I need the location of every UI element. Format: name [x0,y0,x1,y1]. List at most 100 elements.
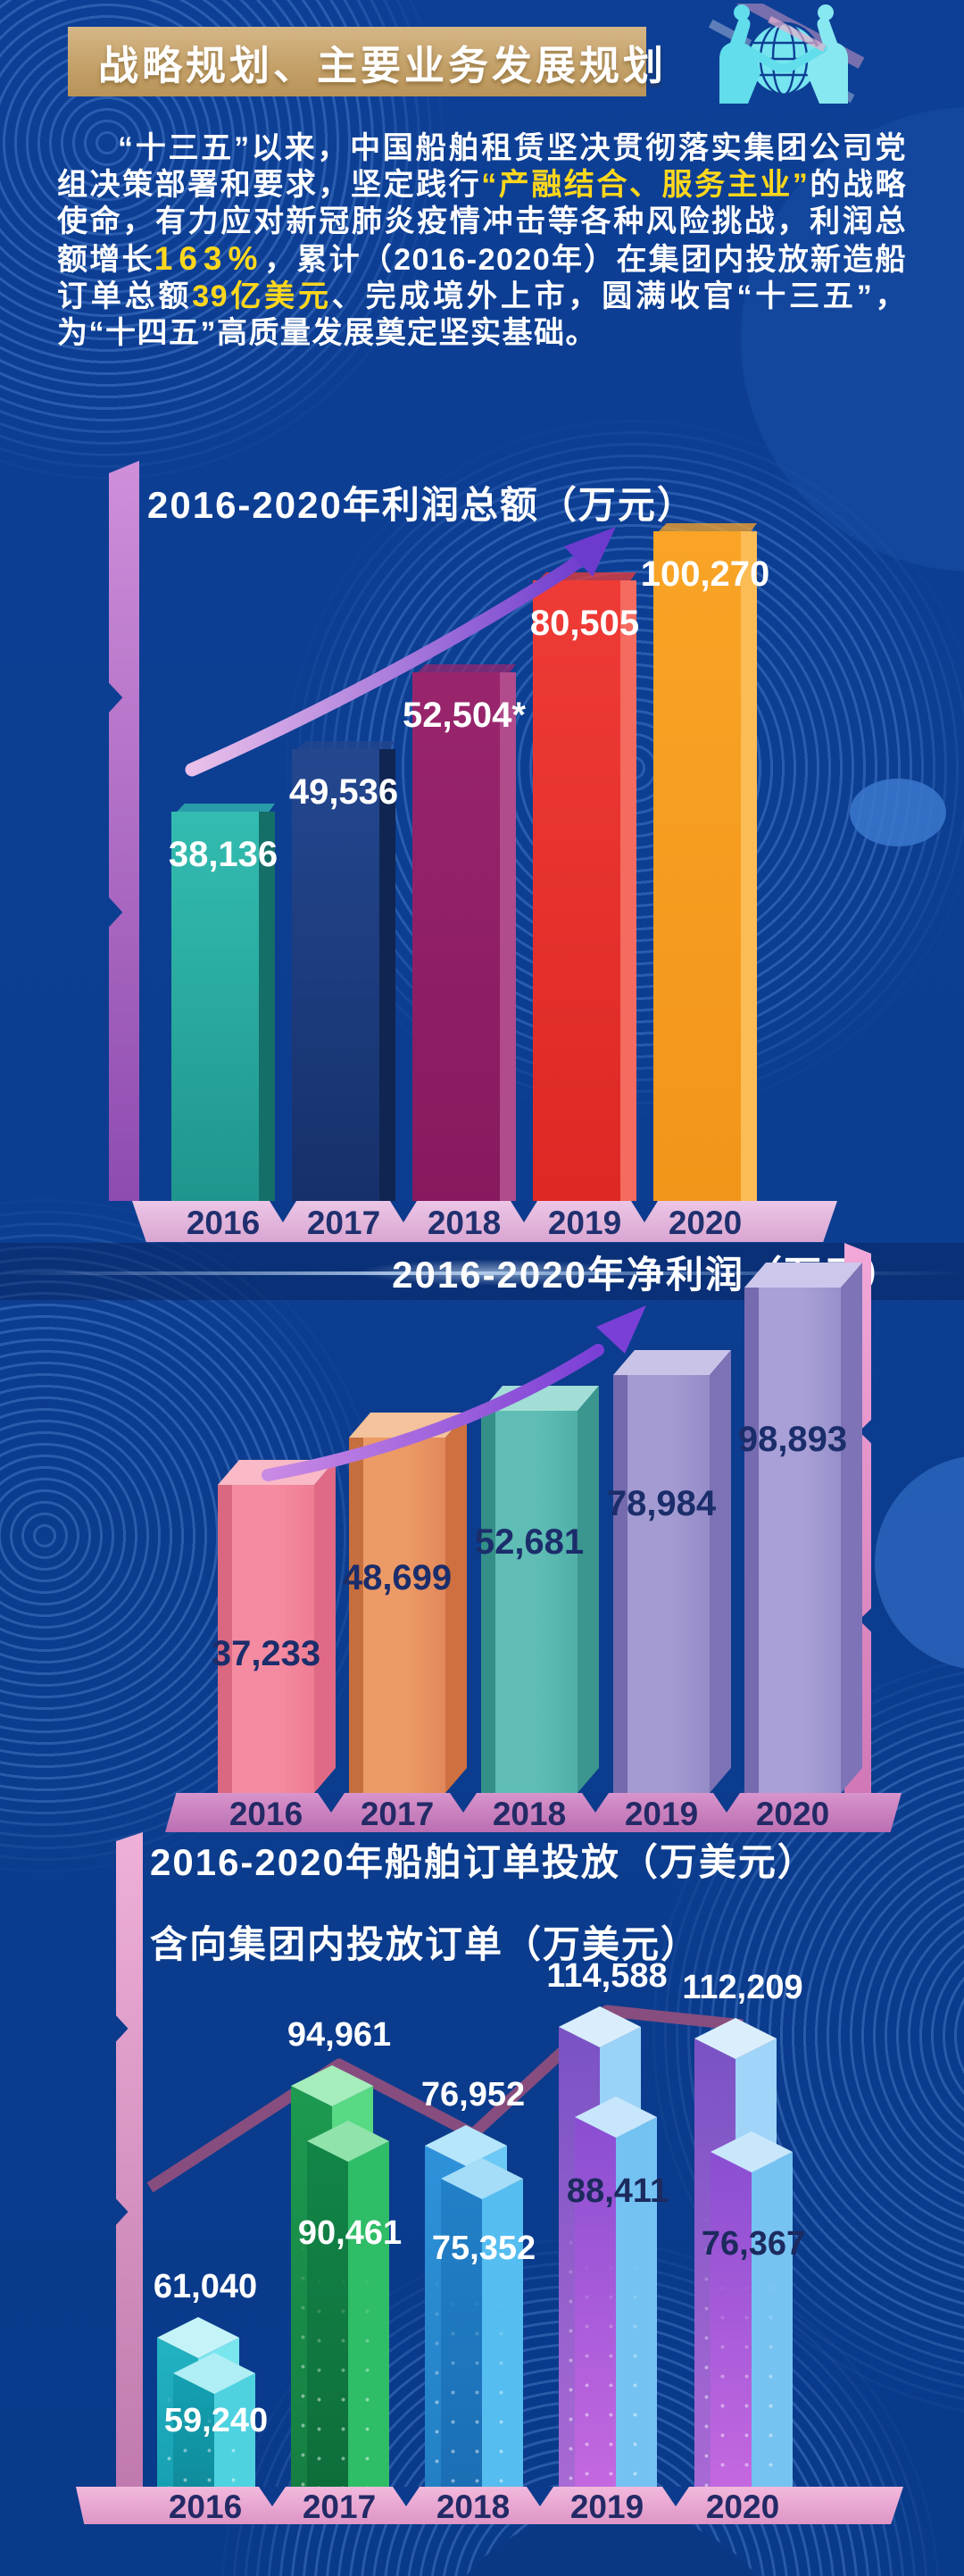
axis-notch [259,2487,286,2506]
bar-face [412,672,500,1201]
axis-notch [527,2487,553,2506]
front-bar-value-label: 59,240 [163,2402,269,2439]
chart1-title: 2016-2020年利润总额（万元） [147,484,696,526]
bar-side-face [741,531,757,1201]
bar-face [171,812,259,1201]
bar-top-face [418,664,516,672]
year-label-2017: 2017 [360,1796,435,1832]
light-flare-glow [357,1259,625,1286]
front-bar-2016 [173,2353,255,2487]
front-bar-value-label: 75,352 [431,2230,536,2267]
page-title: 战略规划、主要业务发展规划 [98,42,668,88]
column-right-face [214,2373,255,2487]
bar-value-label: 52,681 [474,1522,585,1562]
bar-face [481,1411,578,1793]
chart3-title-line2: 含向集团内投放订单（万美元） [150,1923,701,1965]
front-bar-value-label: 76,367 [701,2225,806,2263]
bar-face [613,1375,710,1793]
bar-side-face [445,1413,467,1793]
column-sparkles [711,2273,793,2487]
intro-segment: 39亿美元 [192,279,332,313]
bar-face [292,749,379,1201]
bar-side-face [259,812,275,1201]
column-right-face [348,2141,389,2487]
year-label-2020: 2020 [755,1796,830,1832]
bar-value-label: 48,699 [342,1558,453,1597]
front-bar-2020 [711,2131,793,2487]
growth-arrow-2-head-icon [596,1305,646,1354]
year-label-2018: 2018 [427,1205,502,1241]
bar-value-label: 78,984 [606,1484,717,1523]
chart3-title-line1: 2016-2020年船舶订单投放（万美元） [150,1841,817,1883]
bar-top-face [613,1350,731,1375]
bar-2016 [218,1460,336,1793]
bar-value-label: 98,893 [737,1420,848,1459]
intro-paragraph: “十三五”以来，中国船舶租赁坚决贯彻落实集团公司党组决策部署和要求，坚定践行“产… [57,130,907,352]
year-label-2017: 2017 [302,2488,377,2525]
year-label-2018: 2018 [436,2488,511,2525]
front-bar-value-label: 88,411 [566,2172,669,2210]
axis-notch [511,1201,537,1222]
year-label-2017: 2017 [306,1205,381,1241]
bar-2019: 80,505 [529,572,640,1201]
column-left-face [173,2373,214,2487]
back-bar-value-label: 114,588 [546,1957,668,1995]
column-right-face [752,2152,793,2487]
year-label-2020: 2020 [705,2488,780,2525]
x-axis-strip [132,1201,837,1242]
bar-2018 [481,1386,599,1793]
year-label-2020: 2020 [668,1205,743,1241]
intro-segment: “产融结合、服务主业” [481,168,810,202]
axis-notch [662,2487,689,2506]
front-bar-2018 [441,2158,523,2487]
intro-segment: “十三五”以来，中国船舶租赁坚决贯彻落实集团公司党组决策部署和要求，坚定践行 [57,131,907,202]
intro-segment: 、完成境外上市，圆满收官“十三五”，为“十四五”高质量发展奠定坚实基础。 [57,279,907,350]
bar-value-label: 100,270 [640,554,770,594]
axis-notch [631,1201,658,1222]
axis-notch [393,2487,420,2506]
bar-top-face [538,572,636,580]
bar-2018: 52,504* [403,664,526,1201]
axis-notch [713,1793,740,1813]
bar-2017 [349,1413,467,1793]
axis-notch [318,1793,345,1813]
header-banner: 战略规划、主要业务发展规划 [68,27,663,96]
bar-top-face [659,523,757,531]
bar-value-label: 52,504* [403,696,526,735]
bar-side-face [578,1386,599,1793]
circle-decor [850,779,946,846]
intro-segment: 的战略使命，有力应对新冠肺炎疫情冲击等各种风险挑战，利润总额增长 [57,168,908,277]
axis-notch [390,1201,417,1222]
bar-face [744,1288,841,1793]
back-bar-value-label: 61,040 [153,2268,258,2305]
year-label-2019: 2019 [624,1796,699,1832]
bar-top-face [177,804,275,812]
bar-2016: 38,136 [169,804,278,1201]
column-sparkles [575,2252,657,2487]
bar-face [533,580,620,1201]
x-axis-strip [76,2487,903,2524]
intro-segment: 163% [154,240,264,277]
bar-side-face [841,1263,862,1793]
y-axis-beam [116,1832,143,2487]
back-bar-value-label: 94,961 [287,2016,392,2054]
year-label-2016: 2016 [168,2488,243,2525]
bar-face [218,1485,314,1793]
back-bar-value-label: 112,209 [682,1969,803,2006]
year-label-2016: 2016 [186,1205,261,1241]
x-axis-strip [165,1793,902,1832]
axis-notch [270,1201,296,1222]
column-sparkles [173,2406,255,2487]
bar-2020: 100,270 [641,523,769,1201]
year-label-2019: 2019 [569,2488,644,2525]
bar-value-label: 49,536 [288,772,399,812]
front-bar-value-label: 90,461 [297,2214,403,2252]
year-label-2018: 2018 [492,1796,567,1832]
axis-notch [582,1793,609,1813]
column-sparkles [307,2267,389,2487]
column-left-face [711,2152,752,2487]
bar-top-face [744,1263,862,1288]
bar-side-face [379,749,395,1201]
bar-value-label: 80,505 [529,604,640,643]
